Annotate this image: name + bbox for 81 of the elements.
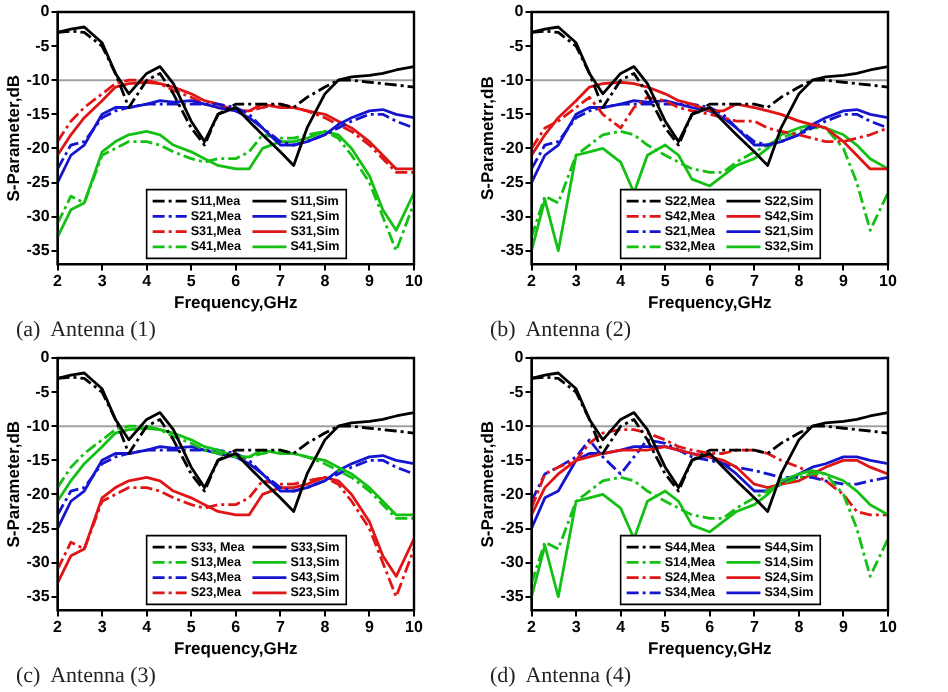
y-tick-label: -15 (26, 104, 51, 123)
x-tick-label: 7 (275, 272, 286, 291)
x-tick-label: 5 (186, 272, 197, 291)
x-axis-title: Frequency,GHz (174, 638, 298, 659)
text: (d) Antenna (4) (488, 662, 634, 692)
x-tick-label: 3 (571, 272, 582, 291)
text: (c) Antenna (3) (14, 662, 158, 692)
y-tick-label: 0 (40, 2, 51, 21)
x-tick-label: 3 (571, 618, 582, 637)
x-tick-label: 3 (97, 618, 108, 637)
y-tick-label: -20 (26, 484, 51, 503)
x-tick-label: 5 (186, 618, 197, 637)
x-axis-title: Frequency,GHz (648, 292, 772, 313)
x-tick-label: 8 (320, 618, 331, 637)
x-tick-label: 7 (749, 272, 760, 291)
x-tick-label: 2 (53, 272, 64, 291)
y-tick-label: -25 (500, 518, 525, 537)
x-tick-label: 6 (231, 272, 242, 291)
x-tick-label: 6 (705, 272, 716, 291)
y-axis-title: S-Parameter,dB (2, 420, 23, 548)
y-tick-label: 0 (40, 348, 51, 367)
y-tick-label: -5 (35, 382, 51, 401)
x-tick-label: 8 (794, 272, 805, 291)
y-tick-label: -5 (509, 36, 525, 55)
x-tick-label: 4 (142, 272, 153, 291)
y-tick-label: -5 (509, 382, 525, 401)
y-tick-label: -30 (500, 553, 525, 572)
y-tick-label: -10 (500, 416, 525, 435)
y-tick-label: -35 (26, 241, 51, 260)
text: (b) Antenna (2) (488, 316, 634, 346)
y-tick-label: -20 (500, 138, 525, 157)
y-tick-label: -35 (500, 587, 525, 606)
x-tick-label: 4 (616, 272, 627, 291)
y-tick-label: -35 (500, 241, 525, 260)
y-tick-label: -25 (500, 172, 525, 191)
line-series (531, 428, 888, 517)
x-tick-label: 7 (275, 618, 286, 637)
x-tick-label: 9 (838, 618, 849, 637)
x-tick-label: 2 (527, 618, 538, 637)
x-axis-title: Frequency,GHz (648, 638, 772, 659)
x-tick-label: 2 (53, 618, 64, 637)
y-tick-label: -20 (26, 138, 51, 157)
x-tick-label: 5 (660, 272, 671, 291)
y-tick-label: 0 (514, 348, 525, 367)
y-tick-label: -25 (26, 172, 51, 191)
y-tick-label: -20 (500, 484, 525, 503)
y-tick-label: -30 (26, 207, 51, 226)
x-tick-label: 5 (660, 618, 671, 637)
x-tick-label: 10 (405, 272, 424, 291)
x-tick-label: 9 (364, 618, 375, 637)
y-tick-label: -15 (500, 104, 525, 123)
x-tick-label: 8 (794, 618, 805, 637)
y-axis-title: S-Parameter,dB (2, 74, 23, 202)
x-tick-label: 4 (616, 618, 627, 637)
x-tick-label: 10 (879, 618, 898, 637)
y-tick-label: -10 (26, 416, 51, 435)
x-tick-label: 6 (705, 618, 716, 637)
y-tick-label: -30 (26, 553, 51, 572)
y-tick-label: -15 (26, 450, 51, 469)
y-tick-label: -10 (26, 70, 51, 89)
y-tick-label: -35 (26, 587, 51, 606)
y-tick-label: -25 (26, 518, 51, 537)
x-tick-label: 10 (405, 618, 424, 637)
y-tick-label: -10 (500, 70, 525, 89)
x-tick-label: 4 (142, 618, 153, 637)
x-axis-title: Frequency,GHz (174, 292, 298, 313)
x-tick-label: 3 (97, 272, 108, 291)
text: (a) Antenna (1) (14, 316, 158, 346)
x-tick-label: 8 (320, 272, 331, 291)
y-axis-title: S-Parametrr,dB (476, 76, 497, 201)
y-tick-label: -30 (500, 207, 525, 226)
x-tick-label: 7 (749, 618, 760, 637)
y-tick-label: -5 (35, 36, 51, 55)
x-tick-label: 6 (231, 618, 242, 637)
y-tick-label: 0 (514, 2, 525, 21)
x-tick-label: 9 (838, 272, 849, 291)
x-tick-label: 9 (364, 272, 375, 291)
y-axis-title: S-Parameter,dB (476, 420, 497, 548)
x-tick-label: 10 (879, 272, 898, 291)
x-tick-label: 2 (527, 272, 538, 291)
y-tick-label: -15 (500, 450, 525, 469)
